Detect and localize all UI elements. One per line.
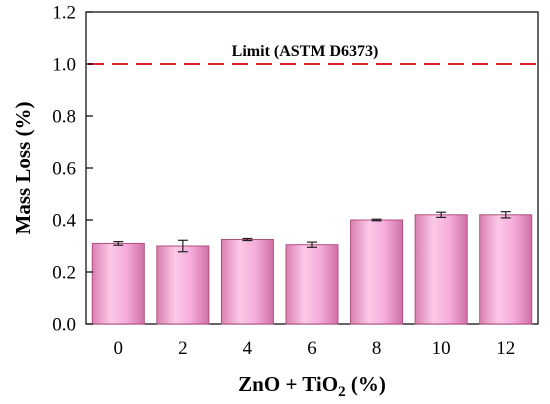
bar — [285, 244, 339, 325]
bar — [414, 214, 468, 325]
bar — [479, 214, 533, 325]
y-axis-title: Mass Loss (%) — [11, 101, 35, 234]
plot-area: Limit (ASTM D6373) 0.0 0.2 0.4 0.6 0.8 1.0 1.2… — [52, 3, 539, 359]
y-tick-label: 0.6 — [52, 159, 76, 180]
x-tick-label: 4 — [243, 338, 253, 359]
bar — [350, 219, 404, 325]
x-tick-label: 10 — [432, 338, 451, 359]
bar — [220, 239, 274, 325]
limit-layer: Limit (ASTM D6373) — [88, 43, 536, 65]
x-tick-label: 12 — [496, 338, 515, 359]
y-tick-label: 0.0 — [52, 315, 76, 336]
y-tick-label: 1.2 — [52, 3, 76, 24]
y-tick-label: 1.0 — [52, 55, 76, 76]
x-axis-title: ZnO + TiO2 (%) — [238, 372, 386, 400]
bar — [156, 245, 210, 325]
x-tick-label: 8 — [372, 338, 382, 359]
y-tick-label: 0.4 — [52, 211, 76, 232]
bars-layer — [91, 211, 533, 325]
x-tick-label: 6 — [307, 338, 317, 359]
y-tick-label: 0.8 — [52, 107, 76, 128]
y-tick-label: 0.2 — [52, 263, 76, 284]
limit-label: Limit (ASTM D6373) — [232, 43, 379, 60]
y-ticks-layer: 0.0 0.2 0.4 0.6 0.8 1.0 1.2 — [52, 3, 93, 336]
x-tick-label: 2 — [178, 338, 188, 359]
x-ticks-layer: 0 2 4 6 8 10 12 — [114, 338, 516, 359]
bar — [91, 242, 145, 325]
x-tick-label: 0 — [114, 338, 124, 359]
